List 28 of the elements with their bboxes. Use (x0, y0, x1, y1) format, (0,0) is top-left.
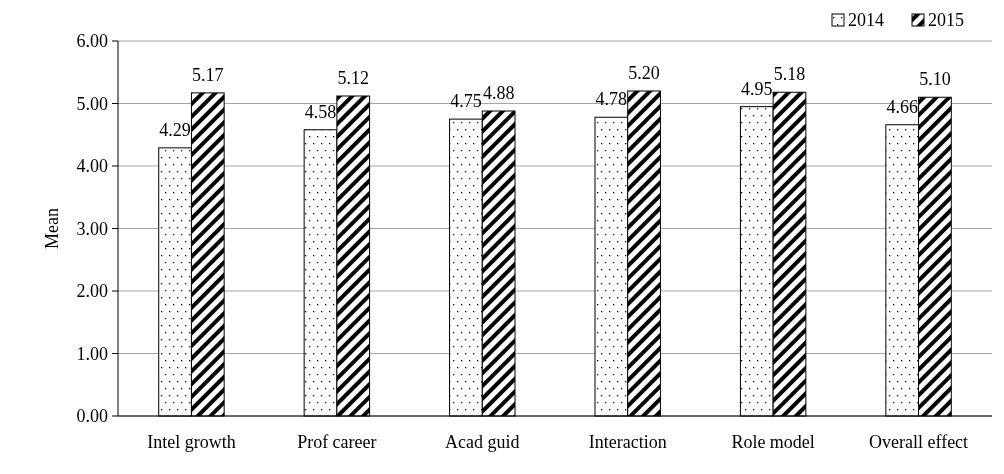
legend-label: 2015 (928, 10, 964, 31)
y-tick-label: 6.00 (76, 31, 108, 52)
y-tick-label: 4.00 (76, 156, 108, 177)
data-label: 5.12 (337, 68, 369, 88)
y-tick-label: 5.00 (76, 93, 108, 114)
y-tick-label: 1.00 (76, 343, 108, 364)
data-label: 4.66 (886, 96, 918, 117)
data-label: 5.20 (628, 63, 660, 83)
y-tick-label: 3.00 (76, 218, 108, 239)
y-axis-title: Mean (42, 208, 62, 249)
data-label: 5.17 (192, 64, 224, 85)
legend-label: 2014 (848, 10, 884, 31)
data-label: 4.58 (304, 101, 337, 122)
data-label: 4.95 (741, 78, 773, 99)
data-label: 4.88 (482, 83, 515, 103)
data-label: 4.78 (595, 89, 628, 110)
x-tick-label: Interaction (588, 432, 667, 452)
data-label: 5.18 (773, 64, 806, 85)
data-label: 4.75 (450, 91, 482, 112)
y-tick-label: 0.00 (76, 406, 108, 427)
x-tick-label: Prof career (297, 432, 377, 452)
data-label: 4.29 (159, 119, 191, 140)
data-label: 5.10 (919, 69, 951, 90)
y-tick-label: 2.00 (76, 281, 108, 302)
x-tick-label: Role model (731, 432, 815, 452)
x-tick-label: Overall effect (869, 432, 969, 452)
x-tick-label: Acad guid (445, 432, 520, 452)
x-tick-label: Intel growth (147, 432, 236, 452)
